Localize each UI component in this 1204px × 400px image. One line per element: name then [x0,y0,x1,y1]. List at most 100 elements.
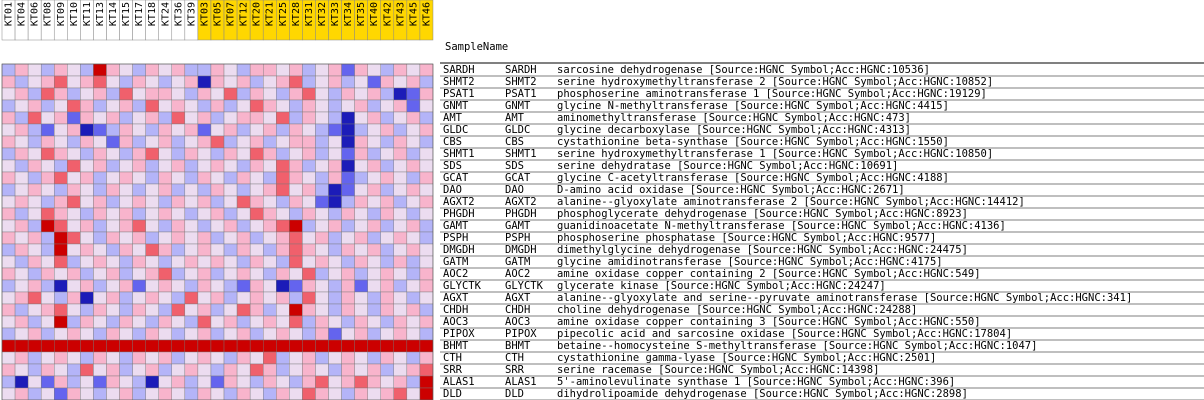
heatmap-cell [276,351,290,365]
heatmap-cell [276,267,290,281]
heatmap-cell [184,147,199,161]
heatmap-cell [236,267,251,281]
heatmap-cell [380,219,394,233]
heatmap-cell [419,255,434,269]
heatmap-cell [328,87,342,101]
heatmap-cell [263,171,277,185]
gene-probe: GATM [443,256,468,268]
heatmap-cell [419,303,434,317]
gene-probe: CHDH [443,304,468,316]
heatmap-cell [1,183,16,197]
heatmap-cell [380,63,394,77]
heatmap-cell [236,135,251,149]
heatmap-cell [249,75,264,89]
heatmap-cell [132,315,146,329]
heatmap-cell [289,87,303,101]
heatmap-cell [54,87,68,101]
heatmap-cell [40,387,55,400]
heatmap-cell [93,375,107,389]
gene-description: glycine amidinotransferase [Source:HGNC … [557,256,943,268]
heatmap-cell [54,207,68,221]
heatmap-cell [276,291,290,305]
heatmap-cell [289,207,303,221]
heatmap-cell [106,87,120,101]
heatmap-cell [380,159,394,173]
heatmap-cell [328,123,342,137]
heatmap-cell [27,147,42,161]
heatmap-cell [197,351,212,365]
heatmap-cell [406,291,421,305]
heatmap-cell [184,303,199,317]
heatmap-cell [419,195,434,209]
heatmap-cell [158,111,172,125]
heatmap-cell [145,75,159,89]
heatmap-cell [393,279,408,293]
heatmap-cell [119,123,133,137]
heatmap-cell [80,303,94,317]
heatmap-cell [1,231,16,245]
heatmap-cell [106,363,120,377]
heatmap-cell [354,183,368,197]
heatmap-cell [328,387,342,400]
heatmap-cell [276,75,290,89]
heatmap-cell [223,327,238,341]
heatmap-cell [40,207,55,221]
heatmap-cell [406,123,421,137]
heatmap-cell [1,135,16,149]
heatmap-cell [145,315,159,329]
heatmap-cell [263,195,277,209]
heatmap-cell [184,111,199,125]
heatmap-cell [171,75,186,89]
gene-probe: PIPOX [443,328,475,340]
heatmap-cell [132,123,146,137]
heatmap-cell [106,387,120,400]
heatmap-cell [328,147,342,161]
heatmap-cell [223,255,238,269]
gene-symbol: PIPOX [505,328,537,340]
gene-probe: AOC2 [443,268,468,280]
sample-label: KT14 [108,2,119,26]
heatmap-cell [171,267,186,281]
heatmap-cell [341,267,355,281]
heatmap-cell [354,147,368,161]
heatmap-cell [132,339,146,353]
heatmap-cell [93,279,107,293]
heatmap-cell [80,267,94,281]
heatmap-cell [315,339,329,353]
gene-description: sarcosine dehydrogenase [Source:HGNC Sym… [557,64,930,76]
heatmap-cell [406,171,421,185]
heatmap-cell [80,351,94,365]
heatmap-cell [158,339,172,353]
heatmap-cell [93,147,107,161]
heatmap-cell [302,87,316,101]
heatmap-cell [197,267,212,281]
heatmap-cell [40,87,55,101]
heatmap-cell [249,375,264,389]
gene-symbol: SARDH [505,64,537,76]
heatmap-cell [14,87,29,101]
heatmap-cell [354,363,368,377]
heatmap-cell [54,75,68,89]
heatmap-cell [27,123,42,137]
heatmap-cell [367,195,381,209]
heatmap-cell [341,159,355,173]
heatmap-cell [14,195,29,209]
heatmap-cell [27,327,42,341]
heatmap-cell [67,87,81,101]
heatmap-cell [67,207,81,221]
heatmap-cell [380,279,394,293]
heatmap-cell [80,207,94,221]
heatmap-cell [184,327,199,341]
heatmap-cell [341,327,355,341]
heatmap-cell [158,159,172,173]
heatmap-cell [132,279,146,293]
heatmap-cell [27,63,42,77]
heatmap-cell [210,87,225,101]
heatmap-cell [341,195,355,209]
heatmap-cell [80,339,94,353]
heatmap-cell [1,87,16,101]
heatmap-cell [54,171,68,185]
heatmap-cell [236,75,251,89]
heatmap-cell [289,291,303,305]
gene-description: phosphoserine aminotransferase 1 [Source… [557,88,987,100]
